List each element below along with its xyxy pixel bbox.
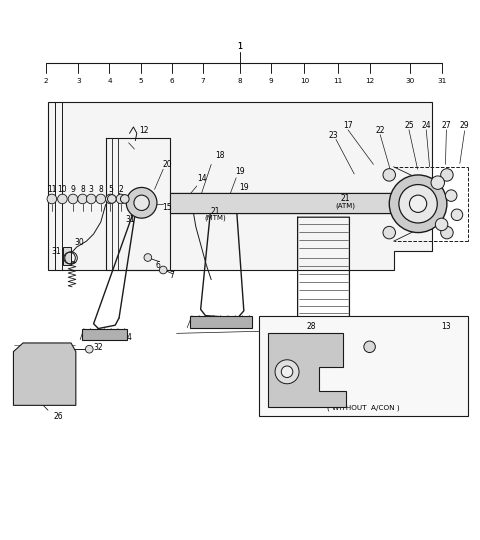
Text: 8: 8 [238,78,242,84]
Circle shape [441,226,453,239]
Circle shape [409,195,427,212]
Text: 10: 10 [300,78,309,84]
Text: 13: 13 [442,322,451,331]
Circle shape [275,360,299,384]
Circle shape [144,254,152,261]
Text: 30: 30 [405,78,415,84]
Text: 28: 28 [306,322,316,331]
Polygon shape [63,247,71,265]
Text: 29: 29 [460,120,469,130]
Text: 3: 3 [89,185,94,194]
Circle shape [116,194,126,204]
Text: 7: 7 [200,78,205,84]
Text: 5: 5 [108,185,113,194]
Circle shape [364,341,375,353]
Circle shape [108,194,116,203]
Text: 31: 31 [52,247,61,256]
Text: 19: 19 [239,183,249,192]
Text: 24: 24 [421,122,431,131]
Text: 27: 27 [442,120,451,130]
Text: ( WITHOUT  A/CON ): ( WITHOUT A/CON ) [327,404,400,411]
Bar [259,315,468,416]
Text: 15: 15 [162,203,172,212]
Circle shape [58,194,67,204]
Polygon shape [190,315,252,328]
Text: 2: 2 [119,185,123,194]
Circle shape [78,194,87,204]
Text: 1: 1 [238,42,242,51]
Polygon shape [48,102,432,270]
Text: 11: 11 [333,78,343,84]
Text: 23: 23 [329,131,338,140]
Text: 9: 9 [71,185,75,194]
Text: 4: 4 [126,333,131,342]
Text: 12: 12 [139,126,149,136]
Text: 9: 9 [268,78,273,84]
Text: 4: 4 [107,78,112,84]
Text: 18: 18 [215,151,225,160]
Circle shape [47,194,57,204]
Text: 2: 2 [43,78,48,84]
Polygon shape [82,328,127,340]
Polygon shape [170,193,418,213]
Circle shape [451,209,463,220]
Text: 16: 16 [409,183,419,192]
Circle shape [399,185,437,223]
Text: 3: 3 [76,78,81,84]
Polygon shape [268,333,346,407]
Text: 22: 22 [375,126,385,136]
Circle shape [389,175,447,233]
Text: 6: 6 [169,78,174,84]
Circle shape [85,346,93,353]
Text: 19: 19 [235,167,245,176]
Circle shape [159,266,167,274]
Text: 14: 14 [197,174,206,183]
Text: 32: 32 [94,343,103,352]
Circle shape [68,194,78,204]
Text: (MTM): (MTM) [204,215,226,221]
Text: 10: 10 [58,185,67,194]
Polygon shape [13,343,76,406]
Circle shape [126,187,157,218]
Text: 8: 8 [80,185,85,194]
Text: 1: 1 [238,42,242,51]
Text: 5: 5 [139,78,144,84]
Circle shape [431,176,444,190]
Text: 31: 31 [437,78,446,84]
Text: 7: 7 [169,271,174,280]
Text: 26: 26 [54,412,63,421]
Circle shape [106,194,115,204]
Circle shape [281,366,293,377]
Text: 8: 8 [98,185,103,194]
Text: 11: 11 [47,185,57,194]
Circle shape [86,194,96,204]
Circle shape [383,226,396,239]
Circle shape [134,195,149,211]
Circle shape [441,168,453,181]
Text: 21: 21 [341,194,350,204]
Text: 31: 31 [126,215,135,224]
Circle shape [445,190,457,201]
Circle shape [96,194,106,204]
Text: 21: 21 [210,207,220,216]
Text: 20: 20 [162,160,172,169]
Text: 30: 30 [74,238,84,247]
Circle shape [383,168,396,181]
Text: 25: 25 [404,122,414,131]
Text: 12: 12 [365,78,374,84]
Circle shape [120,194,129,203]
Text: 6: 6 [155,261,160,269]
Text: (ATM): (ATM) [336,202,356,209]
Circle shape [435,218,448,231]
Text: 17: 17 [343,122,353,131]
